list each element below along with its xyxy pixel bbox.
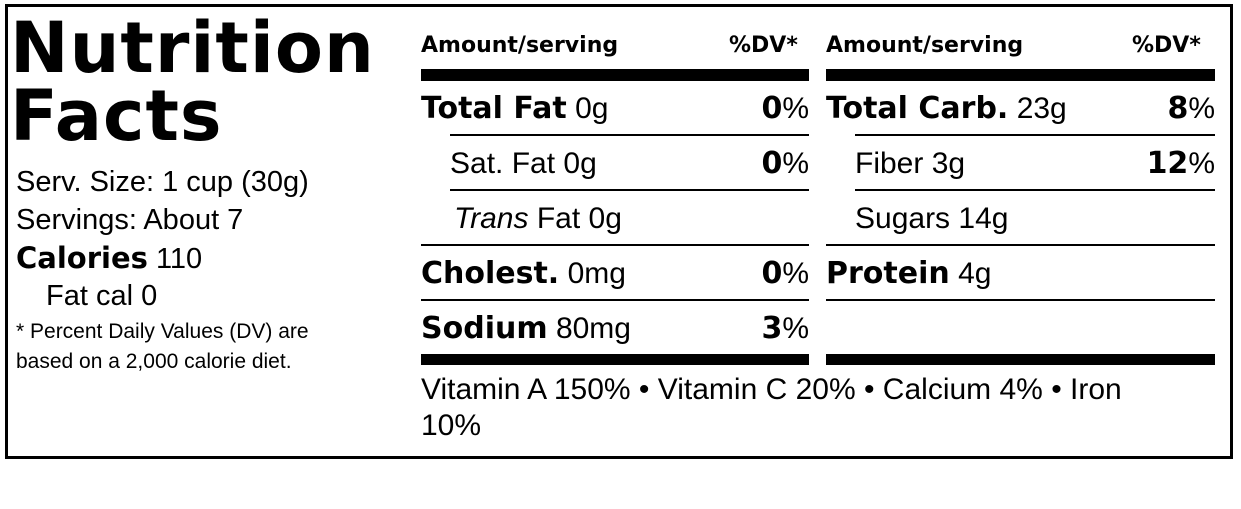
row-divider — [826, 299, 1215, 301]
footnote-line-2: based on a 2,000 calorie diet. — [16, 350, 292, 373]
nutrient-dv: 0 — [761, 91, 783, 126]
row-divider — [450, 134, 809, 136]
servings-per-container: Servings: About 7 — [16, 204, 244, 236]
title-line-2: Facts — [10, 75, 223, 157]
row-divider — [855, 134, 1215, 136]
calories-line: Calories 110 — [16, 241, 202, 276]
row-divider — [421, 299, 809, 301]
percent-sign: % — [782, 92, 809, 125]
left-header-dv: %DV* — [729, 33, 798, 58]
row-divider — [450, 189, 809, 191]
nutrient-amount: 0mg — [567, 257, 626, 290]
nutrient-name: Total Fat — [421, 91, 567, 126]
left-header-amount: Amount/serving — [421, 33, 619, 58]
percent-sign: % — [782, 147, 809, 180]
nutrient-amount: 23g — [1016, 92, 1067, 125]
calories-value: 110 — [155, 243, 203, 275]
nutrient-amount: 3g — [931, 146, 966, 180]
nutrient-dv: 8 — [1167, 91, 1189, 126]
left-header-rule — [421, 69, 809, 81]
nutrient-row-total-carb: Total Carb. 23g 8% — [826, 81, 1215, 136]
nutrient-name: Protein — [826, 256, 950, 291]
nutrient-dv: 12 — [1146, 146, 1189, 181]
serving-size: Serv. Size: 1 cup (30g) — [16, 166, 309, 198]
nutrient-amount: 4g — [958, 257, 992, 290]
nutrient-amount: 14g — [958, 201, 1009, 235]
nutrient-row-total-fat: Total Fat 0g 0% — [421, 81, 809, 136]
nutrient-row-sugars: Sugars 14g — [855, 191, 1215, 246]
nutrient-name: Trans — [454, 201, 529, 235]
nutrient-name-suffix: Fat — [536, 201, 581, 235]
right-header-rule — [826, 69, 1215, 81]
percent-sign: % — [1188, 147, 1215, 180]
nutrient-dv: 0 — [761, 146, 783, 181]
nutrient-row-trans-fat: Trans Fat 0g — [454, 191, 809, 246]
nutrient-row-cholesterol: Cholest. 0mg 0% — [421, 246, 809, 301]
row-divider — [826, 244, 1215, 246]
title-line-1: Nutrition — [10, 7, 375, 89]
footnote-line-1: * Percent Daily Values (DV) are — [16, 320, 309, 343]
nutrient-amount: 0g — [575, 92, 609, 125]
nutrient-amount: 0g — [563, 146, 597, 180]
nutrition-facts-label — [5, 4, 1233, 459]
nutrient-name: Sodium — [421, 311, 548, 346]
percent-sign: % — [782, 312, 809, 345]
right-header-dv: %DV* — [1132, 33, 1201, 58]
nutrient-amount: 80mg — [555, 312, 631, 345]
right-bottom-rule — [826, 354, 1215, 365]
left-bottom-rule — [421, 354, 809, 365]
nutrient-row-sodium: Sodium 80mg 3% — [421, 301, 809, 356]
vitamins-line-2: 10% — [421, 409, 482, 442]
nutrient-name: Cholest. — [421, 256, 560, 291]
row-divider — [421, 244, 809, 246]
vitamins-line-1: Vitamin A 150% • Vitamin C 20% • Calcium… — [421, 373, 1122, 406]
nutrient-dv: 0 — [761, 256, 783, 291]
right-header-amount: Amount/serving — [826, 33, 1024, 58]
percent-sign: % — [1188, 92, 1215, 125]
nutrient-row-sat-fat: Sat. Fat 0g 0% — [450, 136, 809, 191]
nutrient-name: Sugars — [855, 201, 951, 235]
row-divider — [855, 189, 1215, 191]
label-title: Nutrition Facts — [10, 7, 375, 157]
nutrient-dv: 3 — [761, 311, 783, 346]
calories-label: Calories — [16, 241, 148, 275]
nutrient-row-fiber: Fiber 3g 12% — [855, 136, 1215, 191]
nutrient-name: Fiber — [855, 146, 924, 180]
fat-calories: Fat cal 0 — [46, 280, 158, 312]
nutrient-amount: 0g — [588, 201, 622, 235]
percent-sign: % — [782, 257, 809, 290]
nutrient-row-protein: Protein 4g — [826, 246, 1215, 301]
nutrient-name: Sat. Fat — [450, 146, 556, 180]
nutrient-name: Total Carb. — [826, 91, 1009, 126]
